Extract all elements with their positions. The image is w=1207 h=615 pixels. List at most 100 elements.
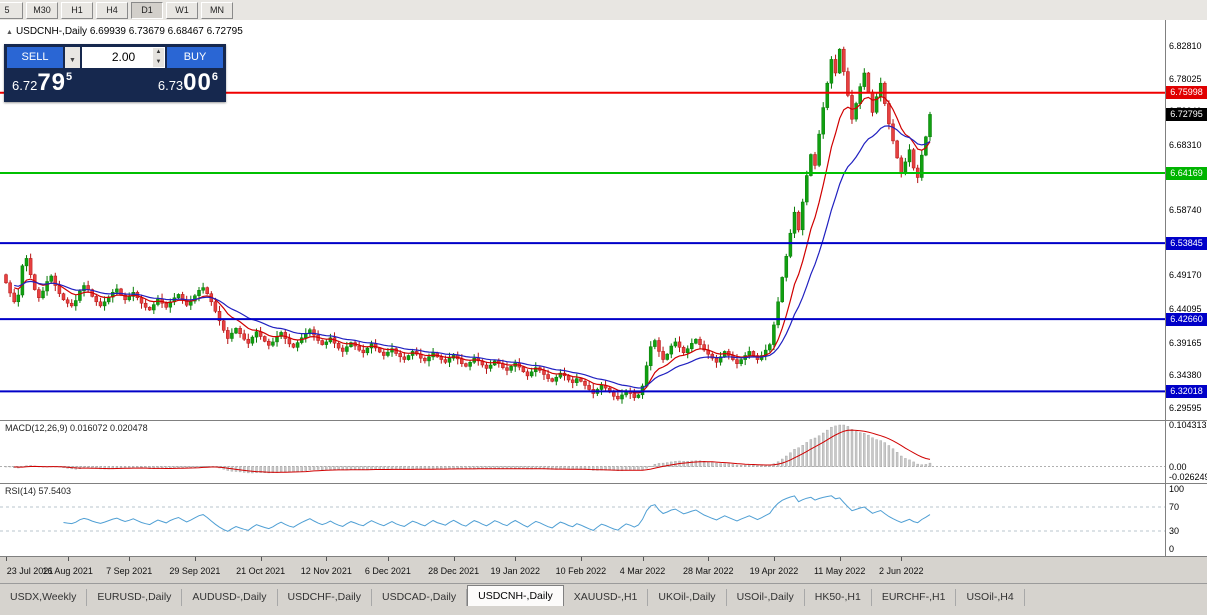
rsi-indicator-panel: RSI(14) 57.5403 100 70 30 0 xyxy=(0,483,1207,556)
macd-histogram-bar xyxy=(756,465,759,467)
macd-histogram-bar xyxy=(345,466,349,470)
candle-body xyxy=(928,114,932,138)
macd-histogram-bar xyxy=(296,466,299,472)
up-arrow-icon: ▲ xyxy=(6,29,13,36)
macd-histogram-bar xyxy=(197,466,201,468)
chart-tab-hk50-h1[interactable]: HK50-,H1 xyxy=(805,589,872,606)
candle-body xyxy=(862,72,867,87)
macd-histogram-bar xyxy=(863,433,866,467)
timeframe-button-mn[interactable]: MN xyxy=(201,1,233,19)
buy-button[interactable]: BUY xyxy=(167,47,223,68)
candle-body xyxy=(780,277,784,303)
timeframe-button-h4[interactable]: H4 xyxy=(96,1,128,19)
candle-body xyxy=(579,378,583,382)
candle-body xyxy=(866,72,871,93)
ma-line xyxy=(14,95,931,394)
macd-canvas[interactable] xyxy=(0,421,1165,483)
candle-body xyxy=(911,149,916,169)
candle-body xyxy=(878,82,883,98)
sell-button[interactable]: SELL xyxy=(7,47,63,68)
candle-body xyxy=(772,324,776,345)
timeframe-button-h1[interactable]: H1 xyxy=(61,1,93,19)
macd-histogram-bar xyxy=(481,466,484,469)
macd-histogram-bar xyxy=(846,426,850,467)
volume-field[interactable]: 2.00 ▲ ▼ xyxy=(82,47,165,68)
macd-histogram-bar xyxy=(891,448,895,467)
chart-tab-audusd-daily[interactable]: AUDUSD-,Daily xyxy=(182,589,278,606)
candle-body xyxy=(65,299,70,304)
candle-body xyxy=(854,103,858,120)
candle-body xyxy=(583,381,587,386)
price-axis-label: 6.58740 xyxy=(1169,204,1202,215)
candle-body xyxy=(427,356,431,362)
chart-tab-usdx-weekly[interactable]: USDX,Weekly xyxy=(0,589,88,606)
candle-body xyxy=(102,301,107,307)
chart-tab-eurchf-h1[interactable]: EURCHF-,H1 xyxy=(872,589,957,606)
candle-body xyxy=(382,351,386,356)
macd-histogram-bar xyxy=(415,466,418,470)
chart-tab-xauusd-h1[interactable]: XAUUSD-,H1 xyxy=(564,589,649,606)
macd-histogram-bar xyxy=(123,466,127,469)
timeframe-button-5[interactable]: 5 xyxy=(0,1,23,19)
candle-body xyxy=(648,346,653,366)
candle-body xyxy=(4,274,8,284)
macd-histogram-bar xyxy=(637,466,640,471)
timeframe-button-m30[interactable]: M30 xyxy=(26,1,58,19)
macd-histogram-bar xyxy=(867,434,870,467)
chart-tab-usoil-daily[interactable]: USOil-,Daily xyxy=(727,589,805,606)
candle-body xyxy=(529,371,534,377)
candle-body xyxy=(20,265,25,296)
chart-tab-usdcnh-daily[interactable]: USDCNH-,Daily xyxy=(467,585,564,606)
date-tick xyxy=(642,557,644,561)
candle-body xyxy=(718,356,723,363)
candle-body xyxy=(123,294,127,301)
candle-body xyxy=(570,379,575,383)
macd-histogram-bar xyxy=(353,466,357,470)
candle-body xyxy=(817,133,821,166)
candle-body xyxy=(735,359,739,364)
chart-tab-usdcad-daily[interactable]: USDCAD-,Daily xyxy=(372,589,468,606)
candle-body xyxy=(673,341,678,347)
candle-body xyxy=(842,48,846,72)
date-tick xyxy=(773,557,775,561)
volume-value: 2.00 xyxy=(111,50,136,64)
price-axis-label: 6.39165 xyxy=(1169,337,1202,348)
candle-body xyxy=(24,258,29,267)
macd-histogram-bar xyxy=(366,466,369,470)
rsi-axis-label: 30 xyxy=(1169,526,1180,536)
candle-body xyxy=(283,332,288,339)
volume-dropdown-button[interactable]: ▼ xyxy=(65,47,80,68)
buy-price-big: 00 xyxy=(183,69,212,96)
macd-histogram-bar xyxy=(288,466,291,472)
candle-body xyxy=(402,356,407,360)
chart-tab-usdchf-daily[interactable]: USDCHF-,Daily xyxy=(278,589,373,606)
macd-histogram-bar xyxy=(456,466,459,469)
volume-decrease-button[interactable]: ▼ xyxy=(153,57,164,67)
date-axis-label: 28 Mar 2022 xyxy=(682,566,734,576)
chevron-down-icon: ▼ xyxy=(69,57,76,64)
macd-label: MACD(12,26,9) 0.016072 0.020478 xyxy=(5,423,148,433)
candle-body xyxy=(291,343,296,348)
chart-tab-usoil-h4[interactable]: USOil-,H4 xyxy=(956,589,1025,606)
candle-body xyxy=(525,371,530,377)
macd-histogram-bar xyxy=(251,466,254,474)
price-axis-label: 6.82810 xyxy=(1169,41,1202,52)
timeframe-button-w1[interactable]: W1 xyxy=(166,1,198,19)
price-chart-canvas[interactable] xyxy=(0,20,1165,420)
candle-body xyxy=(554,376,559,382)
macd-histogram-bar xyxy=(633,466,636,471)
price-badge: 6.32018 xyxy=(1166,384,1207,398)
candle-body xyxy=(49,275,53,282)
chart-tab-eurusd-daily[interactable]: EURUSD-,Daily xyxy=(87,589,183,606)
macd-histogram-bar xyxy=(694,460,698,467)
rsi-canvas[interactable] xyxy=(0,484,1165,556)
chart-tab-ukoil-daily[interactable]: UKOil-,Daily xyxy=(648,589,727,606)
volume-increase-button[interactable]: ▲ xyxy=(153,48,164,58)
date-axis-label: 29 Sep 2021 xyxy=(169,566,221,576)
candle-body xyxy=(423,357,427,362)
macd-histogram-bar xyxy=(378,466,381,470)
macd-histogram-bar xyxy=(850,429,854,467)
candle-body xyxy=(702,344,706,351)
timeframe-button-d1[interactable]: D1 xyxy=(131,1,163,19)
candle-body xyxy=(665,353,669,360)
